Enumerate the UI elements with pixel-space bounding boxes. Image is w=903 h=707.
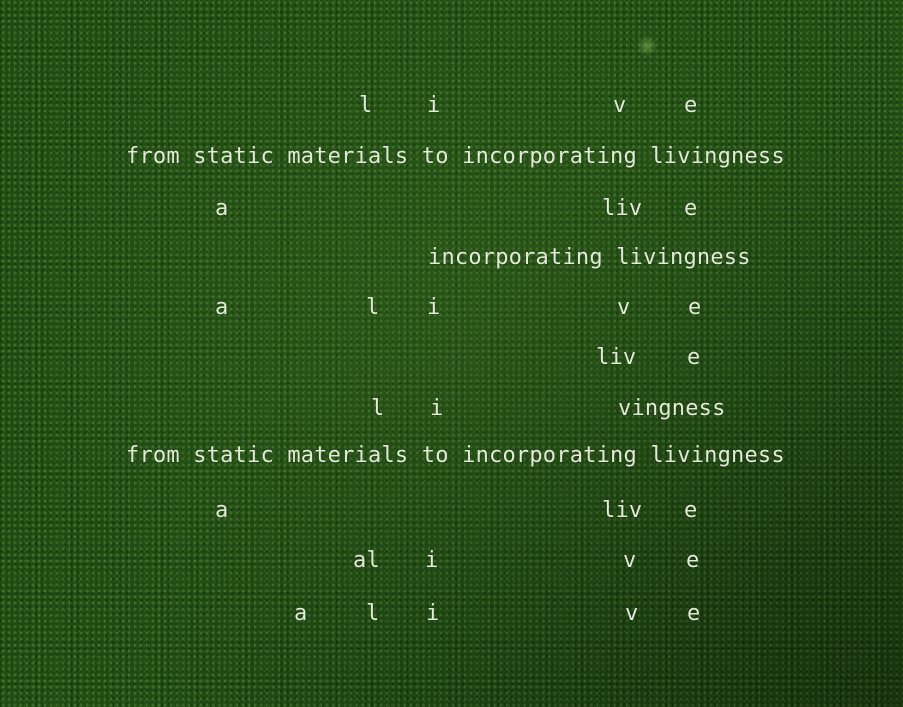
poem-line10-i: i: [425, 548, 439, 573]
poem-line2-full: from static materials to incorporating l…: [126, 144, 785, 169]
poem-line10-e: e: [686, 548, 700, 573]
poem-line11-l: l: [366, 601, 380, 626]
poem-line5-a: a: [215, 295, 229, 320]
poem-line1-e: e: [684, 93, 698, 118]
poem-line1-l: l: [359, 93, 373, 118]
poem-line9-liv: liv: [602, 498, 643, 523]
poem-line11-a: a: [294, 601, 308, 626]
poem-line1-v: v: [613, 93, 627, 118]
poem-line11-i: i: [426, 601, 440, 626]
poem-line10-v: v: [623, 548, 637, 573]
poem-line3-liv: liv: [602, 196, 643, 221]
background-highlight: [636, 36, 658, 56]
poem-line6-e: e: [687, 345, 701, 370]
poem-line3-e: e: [684, 196, 698, 221]
poem-line10-al: al: [353, 548, 380, 573]
poem-line8-full: from static materials to incorporating l…: [126, 443, 785, 468]
poem-line3-a: a: [215, 196, 229, 221]
poem-line5-v: v: [617, 295, 631, 320]
poem-line9-a: a: [215, 498, 229, 523]
poem-line6-liv: liv: [596, 345, 637, 370]
poem-line7-l: l: [371, 396, 385, 421]
poem-line5-l: l: [366, 295, 380, 320]
poem-line5-i: i: [427, 295, 441, 320]
poem-line5-e: e: [688, 295, 702, 320]
poem-line11-v: v: [625, 601, 639, 626]
poem-line11-e: e: [687, 601, 701, 626]
poem-line4-full: incorporating livingness: [428, 245, 751, 270]
poem-line7-vingness: vingness: [618, 396, 726, 421]
poem-line1-i: i: [427, 93, 441, 118]
poem-line9-e: e: [684, 498, 698, 523]
poem-line7-i: i: [430, 396, 444, 421]
